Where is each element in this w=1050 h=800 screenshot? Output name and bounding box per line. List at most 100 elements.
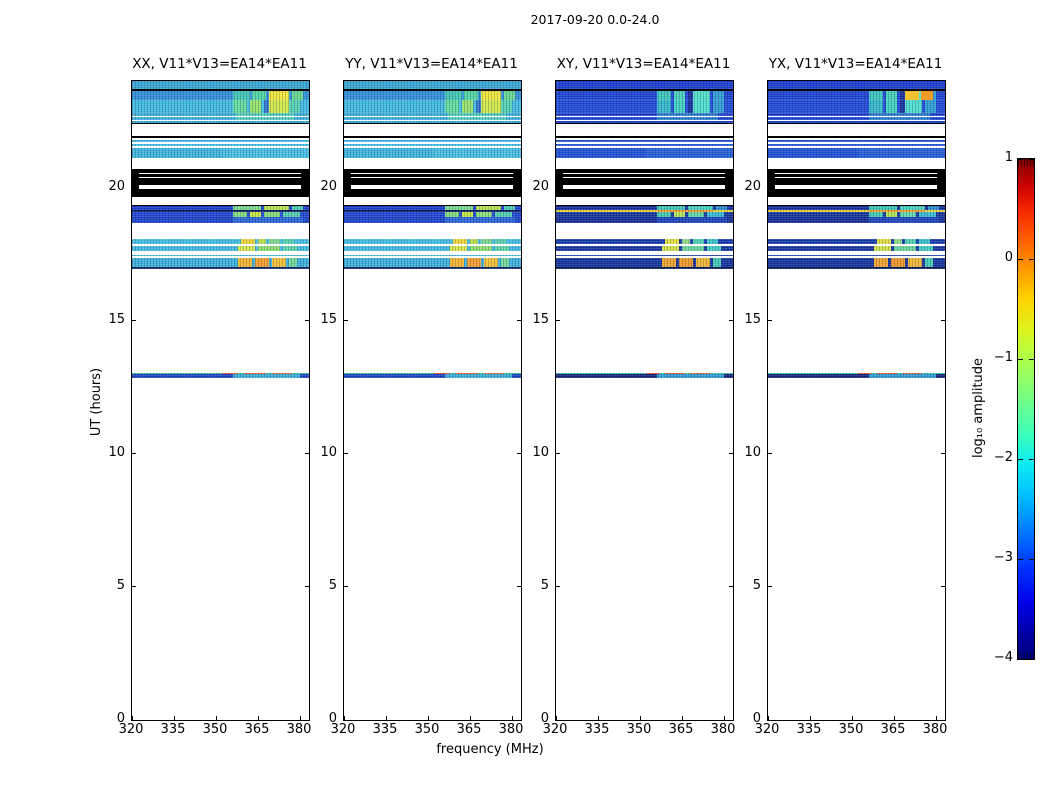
heatmap-band [132,238,309,245]
rfi-block [255,258,270,268]
y-tick-label: 15 [320,311,337,327]
colorbar-tick [1029,358,1034,360]
heatmap-band [768,373,945,375]
rfi-block [937,172,945,174]
rfi-block [450,258,465,268]
y-tick-label: 5 [540,577,549,593]
rfi-block [344,172,351,174]
heatmap-band [768,88,945,91]
x-tick-label: 350 [626,722,652,737]
heatmap-band [768,222,945,239]
heatmap-band [344,145,521,149]
rfi-block [891,258,906,268]
rfi-block [232,100,247,113]
rfi-block [132,177,139,179]
y-tick [344,187,348,188]
y-tick [556,320,560,322]
rfi-block [232,90,250,101]
rfi-block [725,184,733,189]
x-tick [427,716,429,720]
rfi-block [645,148,733,159]
colorbar-tick [1018,558,1023,560]
heatmap-band [768,178,945,185]
y-tick-label: 20 [320,178,337,194]
y-tick [132,719,136,720]
y-tick [556,187,560,188]
rfi-block [924,100,937,113]
heatmap-band [132,374,309,378]
heatmap-band [344,209,521,212]
heatmap-band [132,145,309,149]
y-tick-label: 10 [744,444,761,460]
x-tick [768,716,769,720]
heatmap-band [768,204,945,206]
heatmap-band [768,81,945,89]
heatmap-band [768,158,945,170]
x-tick-label: 365 [456,722,482,737]
heatmap-band [556,143,733,146]
x-tick-label: 320 [118,722,144,737]
heatmap-band [132,222,309,239]
heatmap-band [768,90,945,101]
rfi-block [475,100,482,113]
y-tick-label: 0 [540,711,549,726]
heatmap-band [556,90,733,101]
rfi-block [444,90,462,101]
colorbar-tick [1018,358,1023,360]
heatmap-band [344,173,521,178]
heatmap-band [768,254,945,257]
y-tick [729,586,733,588]
x-tick-label: 335 [372,722,398,737]
rfi-block [693,90,711,101]
heatmap-band [768,188,945,198]
heatmap-band [768,197,945,205]
y-tick [344,586,348,588]
heatmap-band [556,117,733,120]
heatmap-band [132,90,309,101]
heatmap-band [344,188,521,198]
heatmap-band [344,172,521,174]
x-tick-label: 365 [668,722,694,737]
heatmap-band [344,373,521,375]
colorbar-tick-label: −4 [993,650,1013,665]
y-tick [768,719,772,720]
y-tick [941,320,945,322]
x-tick [851,716,853,720]
heatmap-band [556,141,733,144]
rfi-block [301,172,309,174]
heatmap-band [556,373,733,375]
rfi-block [444,374,513,378]
rfi-block [461,100,473,113]
heatmap-band [768,112,945,116]
heatmap-band [768,123,945,125]
heatmap-band [556,136,733,138]
heatmap-band [768,267,945,269]
x-tick [469,716,471,720]
heatmap-band [344,90,521,101]
heatmap-band [556,88,733,91]
rfi-block [481,90,501,101]
rfi-block [874,258,889,268]
rfi-block [344,177,351,179]
panel-title-yy: YY, V11*V13=EA14*EA11 [345,56,518,72]
rfi-block [132,172,139,174]
heatmap-band [556,216,733,223]
rfi-block [556,184,563,189]
heatmap-band [768,136,945,138]
heatmap-band [556,258,733,268]
heatmap-band [344,211,521,217]
heatmap-band [556,124,733,137]
colorbar-tick [1029,558,1034,560]
rfi-block [291,90,303,101]
rfi-block [937,177,945,179]
colorbar-tick [1029,158,1034,160]
heatmap-band [556,139,733,142]
heatmap-band [132,112,309,116]
heatmap-band [344,238,521,245]
rfi-block [500,100,513,113]
y-tick [132,453,136,455]
spectrogram-panel-xy [555,80,734,721]
heatmap-band [132,88,309,91]
heatmap-band [344,205,521,210]
heatmap-band [132,121,309,124]
